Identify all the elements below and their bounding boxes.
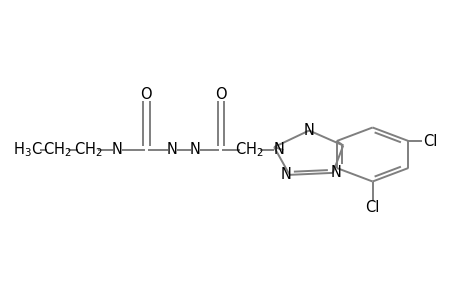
Text: N: N [330,165,341,180]
Text: O: O [140,87,152,102]
Text: Cl: Cl [364,200,379,214]
Text: N: N [112,142,123,158]
Text: Cl: Cl [422,134,437,148]
Text: N: N [167,142,178,158]
Text: O: O [214,87,226,102]
Text: CH$_2$: CH$_2$ [43,141,72,159]
Text: CH$_2$: CH$_2$ [235,141,263,159]
Text: N: N [303,123,314,138]
Text: N: N [280,167,291,182]
Text: N: N [190,142,201,158]
Text: N: N [273,142,284,158]
Text: H$_3$C: H$_3$C [13,141,42,159]
Text: CH$_2$: CH$_2$ [74,141,102,159]
